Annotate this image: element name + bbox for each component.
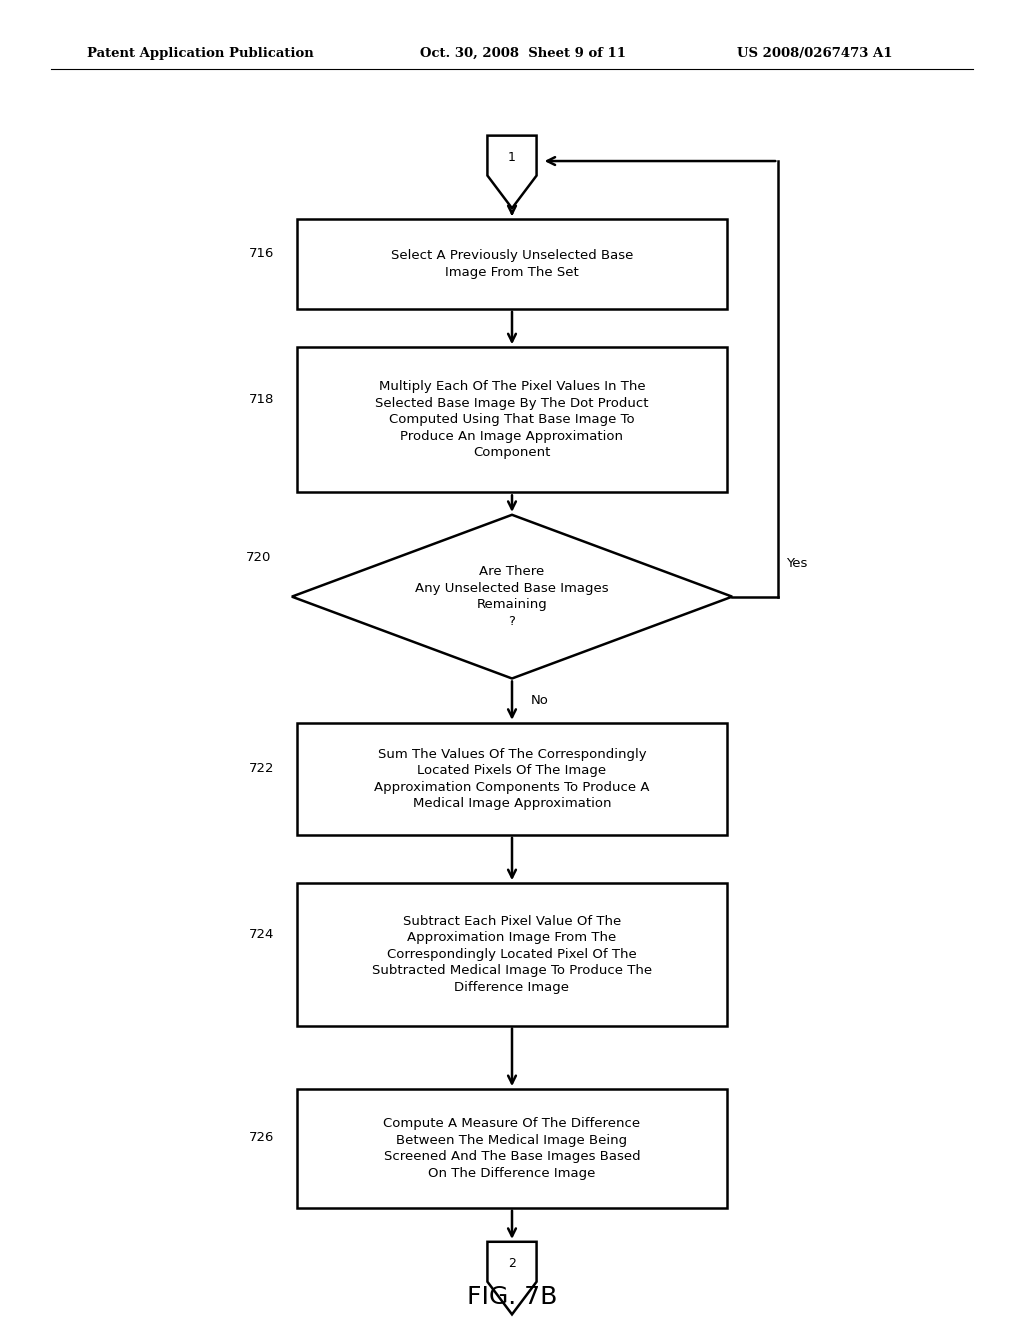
Bar (297, 1089, 727, 1208)
Polygon shape (487, 1242, 537, 1315)
Polygon shape (292, 515, 732, 678)
Text: Multiply Each Of The Pixel Values In The
Selected Base Image By The Dot Product
: Multiply Each Of The Pixel Values In The… (375, 380, 649, 459)
Text: Compute A Measure Of The Difference
Between The Medical Image Being
Screened And: Compute A Measure Of The Difference Betw… (383, 1117, 641, 1180)
Text: Sum The Values Of The Correspondingly
Located Pixels Of The Image
Approximation : Sum The Values Of The Correspondingly Lo… (374, 747, 650, 810)
Bar (297, 883, 727, 1026)
Text: Subtract Each Pixel Value Of The
Approximation Image From The
Correspondingly Lo: Subtract Each Pixel Value Of The Approxi… (372, 915, 652, 994)
Text: 724: 724 (249, 928, 274, 941)
Text: No: No (530, 694, 548, 708)
Text: 722: 722 (249, 762, 274, 775)
Polygon shape (487, 136, 537, 209)
Text: Oct. 30, 2008  Sheet 9 of 11: Oct. 30, 2008 Sheet 9 of 11 (420, 48, 626, 59)
Text: 726: 726 (249, 1131, 274, 1144)
Text: 2: 2 (508, 1257, 516, 1270)
Text: FIG. 7B: FIG. 7B (467, 1286, 557, 1309)
Bar (297, 219, 727, 309)
Text: 720: 720 (246, 550, 271, 564)
Text: Patent Application Publication: Patent Application Publication (87, 48, 313, 59)
Text: 716: 716 (249, 247, 274, 260)
Text: Are There
Any Unselected Base Images
Remaining
?: Are There Any Unselected Base Images Rem… (415, 565, 609, 628)
Bar (297, 723, 727, 836)
Text: 718: 718 (249, 393, 274, 407)
Text: Select A Previously Unselected Base
Image From The Set: Select A Previously Unselected Base Imag… (391, 249, 633, 279)
Text: Yes: Yes (786, 557, 808, 570)
Text: US 2008/0267473 A1: US 2008/0267473 A1 (737, 48, 893, 59)
Text: 1: 1 (508, 150, 516, 164)
Bar (297, 347, 727, 492)
